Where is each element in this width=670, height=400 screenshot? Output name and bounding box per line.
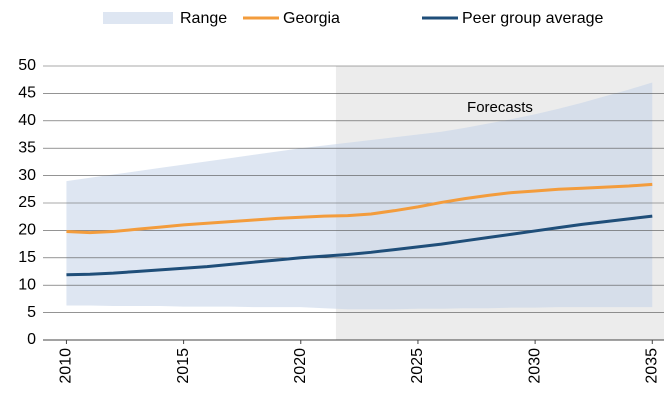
y-tick-label: 35 [18, 139, 36, 156]
x-tick-label: 2025 [409, 348, 426, 384]
x-tick-label: 2030 [526, 348, 543, 384]
series-line [66, 182, 653, 235]
range-area [66, 82, 653, 310]
x-tick-label: 2010 [58, 348, 75, 384]
y-tick-label: 25 [18, 194, 36, 211]
y-tick-label: 20 [18, 222, 36, 239]
x-tick-label: 2020 [292, 348, 309, 384]
y-tick-label: 15 [18, 249, 36, 266]
y-tick-label: 45 [18, 85, 36, 102]
legend-label: Range [180, 10, 227, 27]
y-tick-label: 30 [18, 167, 36, 184]
x-tick-label: 2015 [175, 348, 192, 384]
y-tick-label: 50 [18, 57, 36, 74]
legend-swatch [103, 12, 173, 24]
series-line [66, 214, 653, 277]
y-tick-label: 40 [18, 112, 36, 129]
y-tick-label: 5 [27, 304, 36, 321]
forecast-label: Forecasts [467, 99, 533, 116]
y-tick-label: 10 [18, 276, 36, 293]
legend-label: Peer group average [462, 10, 604, 27]
legend-label: Georgia [283, 10, 340, 27]
x-tick-label: 2035 [644, 348, 661, 384]
y-tick-label: 0 [27, 331, 36, 348]
